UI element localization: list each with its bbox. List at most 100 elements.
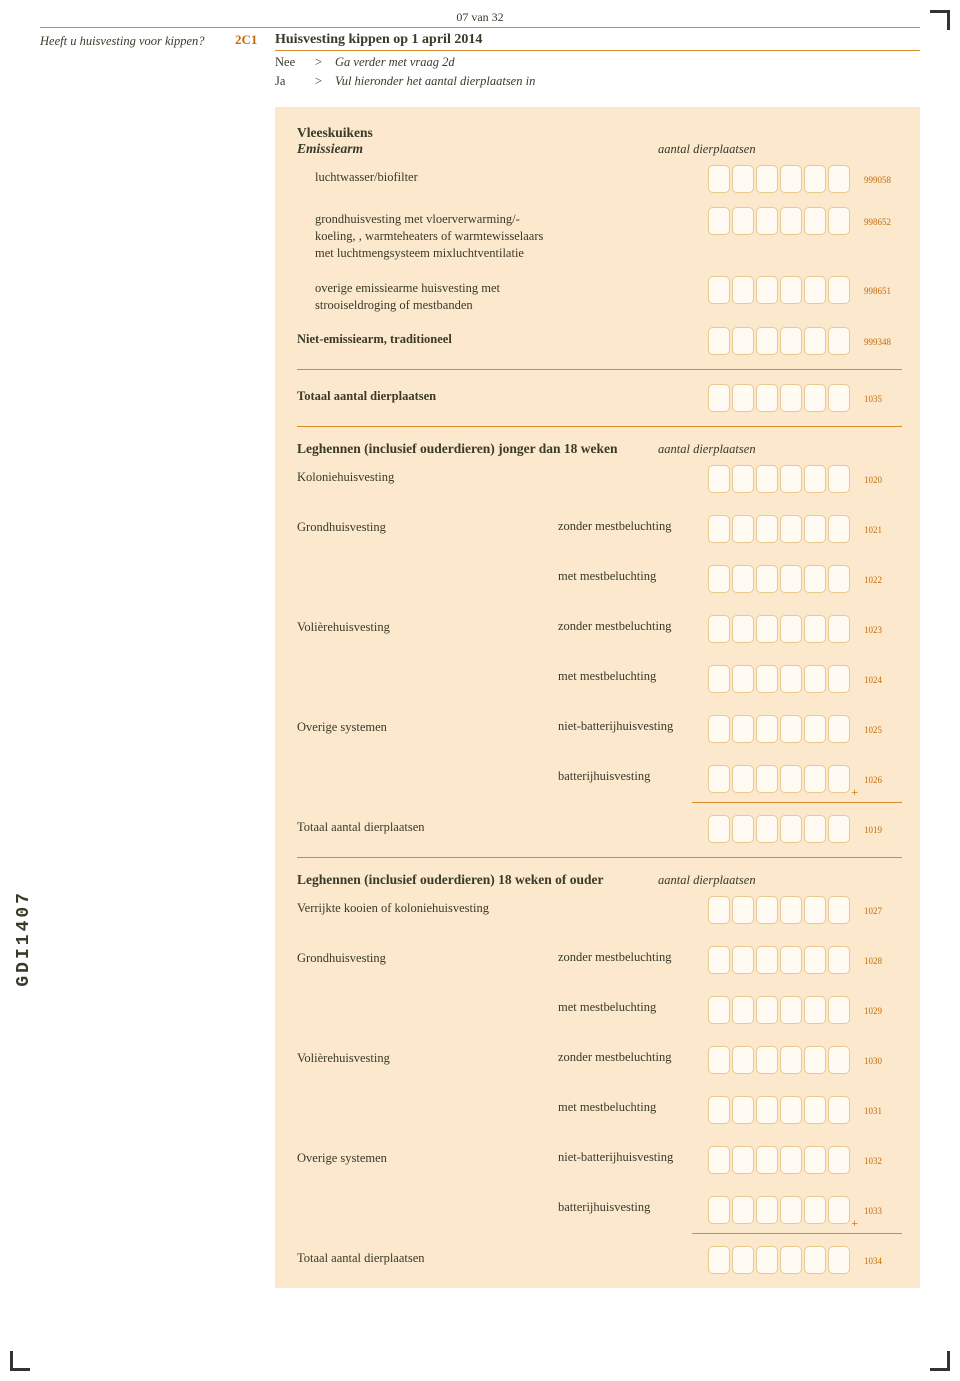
digit-box[interactable] — [780, 1146, 802, 1174]
digit-box[interactable] — [780, 327, 802, 355]
digit-box[interactable] — [708, 1046, 730, 1074]
digit-box[interactable] — [756, 1096, 778, 1124]
digit-box[interactable] — [804, 465, 826, 493]
digit-box[interactable] — [732, 946, 754, 974]
digit-box[interactable] — [828, 665, 850, 693]
digit-box[interactable] — [804, 1096, 826, 1124]
digit-box[interactable] — [828, 565, 850, 593]
digit-box[interactable] — [708, 1096, 730, 1124]
input-boxes[interactable] — [708, 715, 858, 743]
digit-box[interactable] — [708, 665, 730, 693]
digit-box[interactable] — [732, 815, 754, 843]
digit-box[interactable] — [828, 465, 850, 493]
digit-box[interactable] — [756, 715, 778, 743]
digit-box[interactable] — [756, 996, 778, 1024]
digit-box[interactable] — [732, 515, 754, 543]
digit-box[interactable] — [708, 715, 730, 743]
digit-box[interactable] — [780, 615, 802, 643]
input-boxes[interactable] — [708, 896, 858, 924]
digit-box[interactable] — [828, 1046, 850, 1074]
input-boxes[interactable] — [708, 1046, 858, 1074]
digit-box[interactable] — [732, 1146, 754, 1174]
digit-box[interactable] — [804, 896, 826, 924]
digit-box[interactable] — [708, 996, 730, 1024]
digit-box[interactable] — [780, 384, 802, 412]
digit-box[interactable] — [732, 896, 754, 924]
digit-box[interactable] — [708, 327, 730, 355]
digit-box[interactable] — [708, 896, 730, 924]
digit-box[interactable] — [756, 615, 778, 643]
input-boxes[interactable] — [708, 946, 858, 974]
digit-box[interactable] — [756, 384, 778, 412]
input-boxes[interactable] — [708, 565, 858, 593]
digit-box[interactable] — [828, 1096, 850, 1124]
digit-box[interactable] — [780, 565, 802, 593]
digit-box[interactable] — [804, 815, 826, 843]
input-boxes[interactable] — [708, 996, 858, 1024]
digit-box[interactable] — [756, 896, 778, 924]
digit-box[interactable] — [804, 946, 826, 974]
digit-box[interactable] — [804, 327, 826, 355]
digit-box[interactable] — [708, 1246, 730, 1274]
digit-box[interactable] — [828, 384, 850, 412]
digit-box[interactable] — [756, 1146, 778, 1174]
digit-box[interactable] — [780, 515, 802, 543]
digit-box[interactable] — [828, 615, 850, 643]
digit-box[interactable] — [804, 715, 826, 743]
digit-box[interactable] — [828, 165, 850, 193]
digit-box[interactable] — [732, 615, 754, 643]
input-boxes[interactable] — [708, 1246, 858, 1274]
input-boxes[interactable] — [708, 615, 858, 643]
input-boxes[interactable] — [708, 327, 858, 355]
digit-box[interactable] — [708, 207, 730, 235]
digit-box[interactable] — [780, 1246, 802, 1274]
input-boxes[interactable] — [708, 515, 858, 543]
digit-box[interactable] — [828, 946, 850, 974]
digit-box[interactable] — [780, 896, 802, 924]
digit-box[interactable] — [756, 276, 778, 304]
digit-box[interactable] — [804, 384, 826, 412]
digit-box[interactable] — [708, 165, 730, 193]
digit-box[interactable] — [708, 276, 730, 304]
digit-box[interactable] — [828, 515, 850, 543]
input-boxes[interactable] — [708, 1096, 858, 1124]
digit-box[interactable] — [756, 1246, 778, 1274]
digit-box[interactable] — [828, 327, 850, 355]
digit-box[interactable] — [804, 565, 826, 593]
digit-box[interactable] — [780, 996, 802, 1024]
input-boxes[interactable] — [708, 665, 858, 693]
digit-box[interactable] — [780, 715, 802, 743]
input-boxes[interactable] — [708, 276, 858, 304]
digit-box[interactable] — [828, 207, 850, 235]
digit-box[interactable] — [828, 815, 850, 843]
digit-box[interactable] — [708, 1146, 730, 1174]
digit-box[interactable] — [828, 896, 850, 924]
digit-box[interactable] — [804, 165, 826, 193]
digit-box[interactable] — [732, 1046, 754, 1074]
digit-box[interactable] — [732, 1246, 754, 1274]
digit-box[interactable] — [756, 1046, 778, 1074]
digit-box[interactable] — [708, 565, 730, 593]
digit-box[interactable] — [708, 615, 730, 643]
digit-box[interactable] — [804, 207, 826, 235]
digit-box[interactable] — [828, 1246, 850, 1274]
digit-box[interactable] — [756, 515, 778, 543]
digit-box[interactable] — [780, 207, 802, 235]
digit-box[interactable] — [828, 715, 850, 743]
digit-box[interactable] — [756, 815, 778, 843]
digit-box[interactable] — [804, 1246, 826, 1274]
digit-box[interactable] — [780, 1046, 802, 1074]
input-boxes[interactable] — [708, 384, 858, 412]
input-boxes[interactable] — [708, 165, 858, 193]
input-boxes[interactable] — [708, 1146, 858, 1174]
digit-box[interactable] — [780, 465, 802, 493]
digit-box[interactable] — [732, 384, 754, 412]
digit-box[interactable] — [732, 1096, 754, 1124]
digit-box[interactable] — [732, 465, 754, 493]
digit-box[interactable] — [780, 946, 802, 974]
digit-box[interactable] — [732, 665, 754, 693]
digit-box[interactable] — [708, 946, 730, 974]
digit-box[interactable] — [708, 465, 730, 493]
digit-box[interactable] — [780, 815, 802, 843]
digit-box[interactable] — [732, 565, 754, 593]
